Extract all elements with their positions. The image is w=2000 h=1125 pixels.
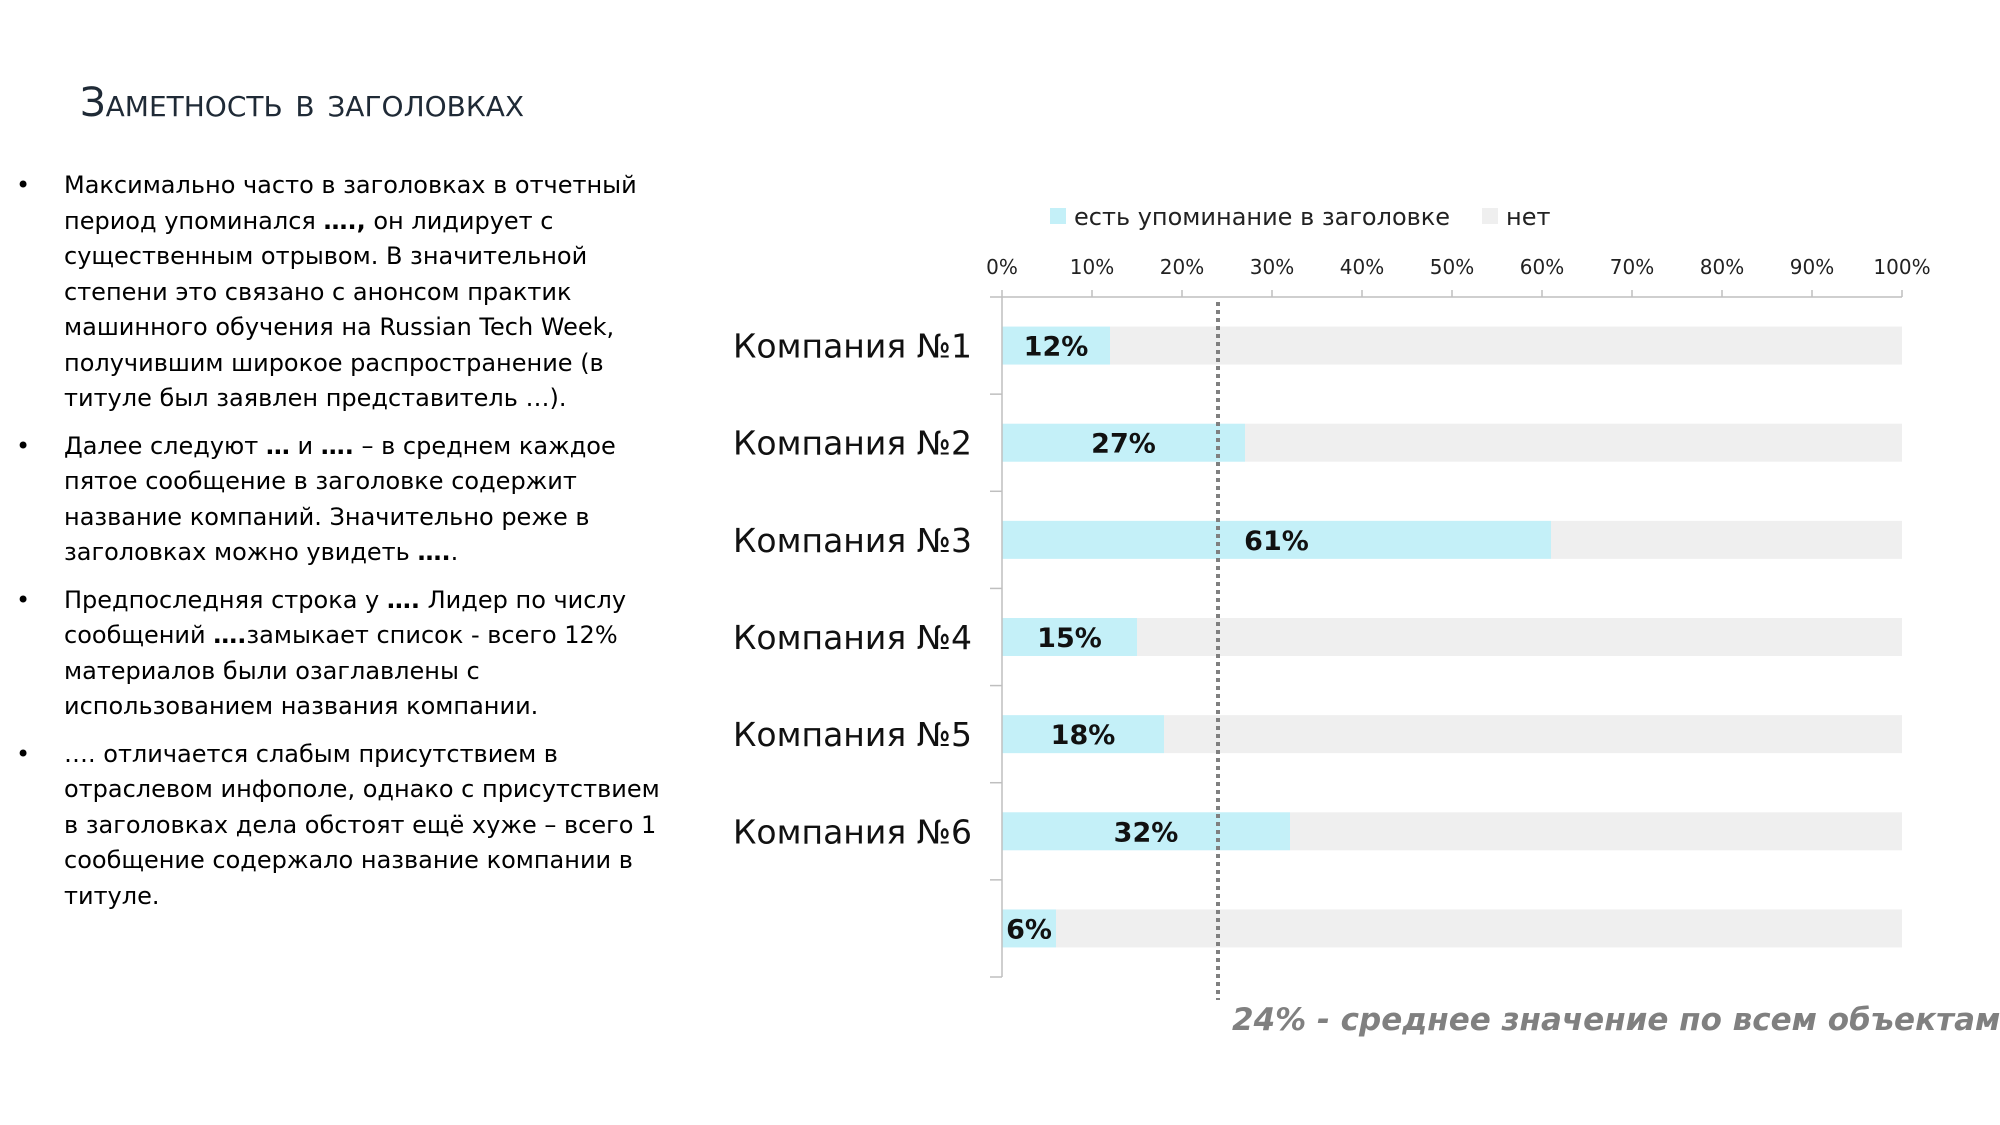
category-label: Компания №3 bbox=[733, 521, 972, 560]
data-label: 32% bbox=[1114, 817, 1179, 848]
bullet-text: Предпоследняя строка у bbox=[64, 585, 387, 614]
bullet-list: • Максимально часто в заголовках в отчетн… bbox=[16, 168, 666, 926]
data-label: 12% bbox=[1024, 332, 1089, 363]
bar-segment bbox=[1002, 812, 1290, 851]
data-label: 27% bbox=[1091, 429, 1156, 460]
page-title: Заметность в заголовках bbox=[80, 80, 525, 126]
average-note: 24% - среднее значение по всем объектам bbox=[1232, 1002, 2000, 1038]
bullet-item: • Далее следуют … и …. – в среднем каждое… bbox=[16, 429, 666, 571]
bullet-marker: • bbox=[16, 171, 31, 199]
x-tick-label: 70% bbox=[1610, 255, 1654, 279]
x-tick-label: 50% bbox=[1430, 255, 1474, 279]
x-tick-label: 90% bbox=[1790, 255, 1834, 279]
x-tick-label: 10% bbox=[1070, 255, 1114, 279]
bullet-item: • …. отличается слабым присутствием в отр… bbox=[16, 737, 666, 915]
bullet-text: . bbox=[450, 538, 459, 566]
bullet-marker: • bbox=[16, 739, 31, 768]
bar-segment bbox=[1164, 715, 1902, 754]
legend-swatch bbox=[1482, 208, 1498, 224]
bar-segment bbox=[1137, 618, 1902, 656]
x-tick-label: 0% bbox=[986, 255, 1018, 279]
bar-segment bbox=[1002, 618, 1137, 656]
x-tick-label: 60% bbox=[1520, 255, 1564, 279]
x-tick-label: 100% bbox=[1873, 255, 1930, 279]
legend-swatch bbox=[1050, 208, 1066, 224]
data-label: 15% bbox=[1037, 623, 1102, 654]
bullet-item: • Предпоследняя строка у …. Лидер по числ… bbox=[16, 583, 666, 725]
legend-label: нет bbox=[1506, 203, 1550, 231]
bar-segment bbox=[1056, 909, 1902, 948]
bullet-text: …. bbox=[386, 585, 420, 614]
category-label: Компания №6 bbox=[733, 812, 972, 851]
bar-segment bbox=[1002, 715, 1164, 754]
x-tick-label: 40% bbox=[1340, 255, 1384, 279]
category-label: Компания №2 bbox=[733, 424, 972, 463]
bullet-text: …. bbox=[417, 538, 451, 566]
bar-segment bbox=[1551, 520, 1902, 559]
category-label: Компания №1 bbox=[733, 327, 972, 366]
legend-label: есть упоминание в заголовке bbox=[1074, 203, 1450, 231]
x-tick-label: 30% bbox=[1250, 255, 1294, 279]
bullet-text: …. bbox=[320, 431, 354, 460]
category-label: Компания №5 bbox=[733, 715, 972, 754]
bullet-text: …. отличается слабым присутствием в отра… bbox=[64, 739, 660, 910]
x-tick-label: 80% bbox=[1700, 255, 1744, 279]
bar-segment bbox=[1245, 423, 1902, 462]
bullet-text: …. bbox=[213, 621, 247, 649]
bullet-marker: • bbox=[16, 585, 31, 614]
bar-segment bbox=[1290, 812, 1902, 851]
bullet-item: • Максимально часто в заголовках в отчетн… bbox=[16, 168, 666, 417]
bullet-text: – в среднем каждое пятое сообщение в заг… bbox=[64, 431, 616, 567]
bullet-text: Лидер по числу сообщений bbox=[64, 585, 627, 650]
bullet-text: Максимально часто в заголовках в отчетны… bbox=[64, 171, 637, 235]
bullet-text: и bbox=[289, 431, 321, 460]
data-label: 6% bbox=[1006, 914, 1052, 945]
bar-segment bbox=[1002, 909, 1056, 948]
x-tick-label: 20% bbox=[1160, 255, 1204, 279]
bar-segment bbox=[1002, 520, 1551, 559]
data-label: 18% bbox=[1051, 720, 1116, 751]
bullet-text: замыкает список - всего 12% материалов б… bbox=[64, 621, 618, 720]
category-label: Компания №4 bbox=[733, 618, 972, 657]
bullet-text: он лидирует с существенным отрывом. В зн… bbox=[64, 206, 615, 413]
bullet-marker: • bbox=[16, 431, 31, 460]
data-label: 61% bbox=[1244, 526, 1309, 557]
bar-segment bbox=[1002, 423, 1245, 462]
bullet-text: Далее следуют bbox=[64, 431, 266, 460]
bar-segment bbox=[1110, 326, 1902, 365]
bullet-text: … bbox=[265, 431, 290, 460]
bar-segment bbox=[1002, 326, 1110, 365]
bullet-text: …., bbox=[323, 206, 366, 235]
